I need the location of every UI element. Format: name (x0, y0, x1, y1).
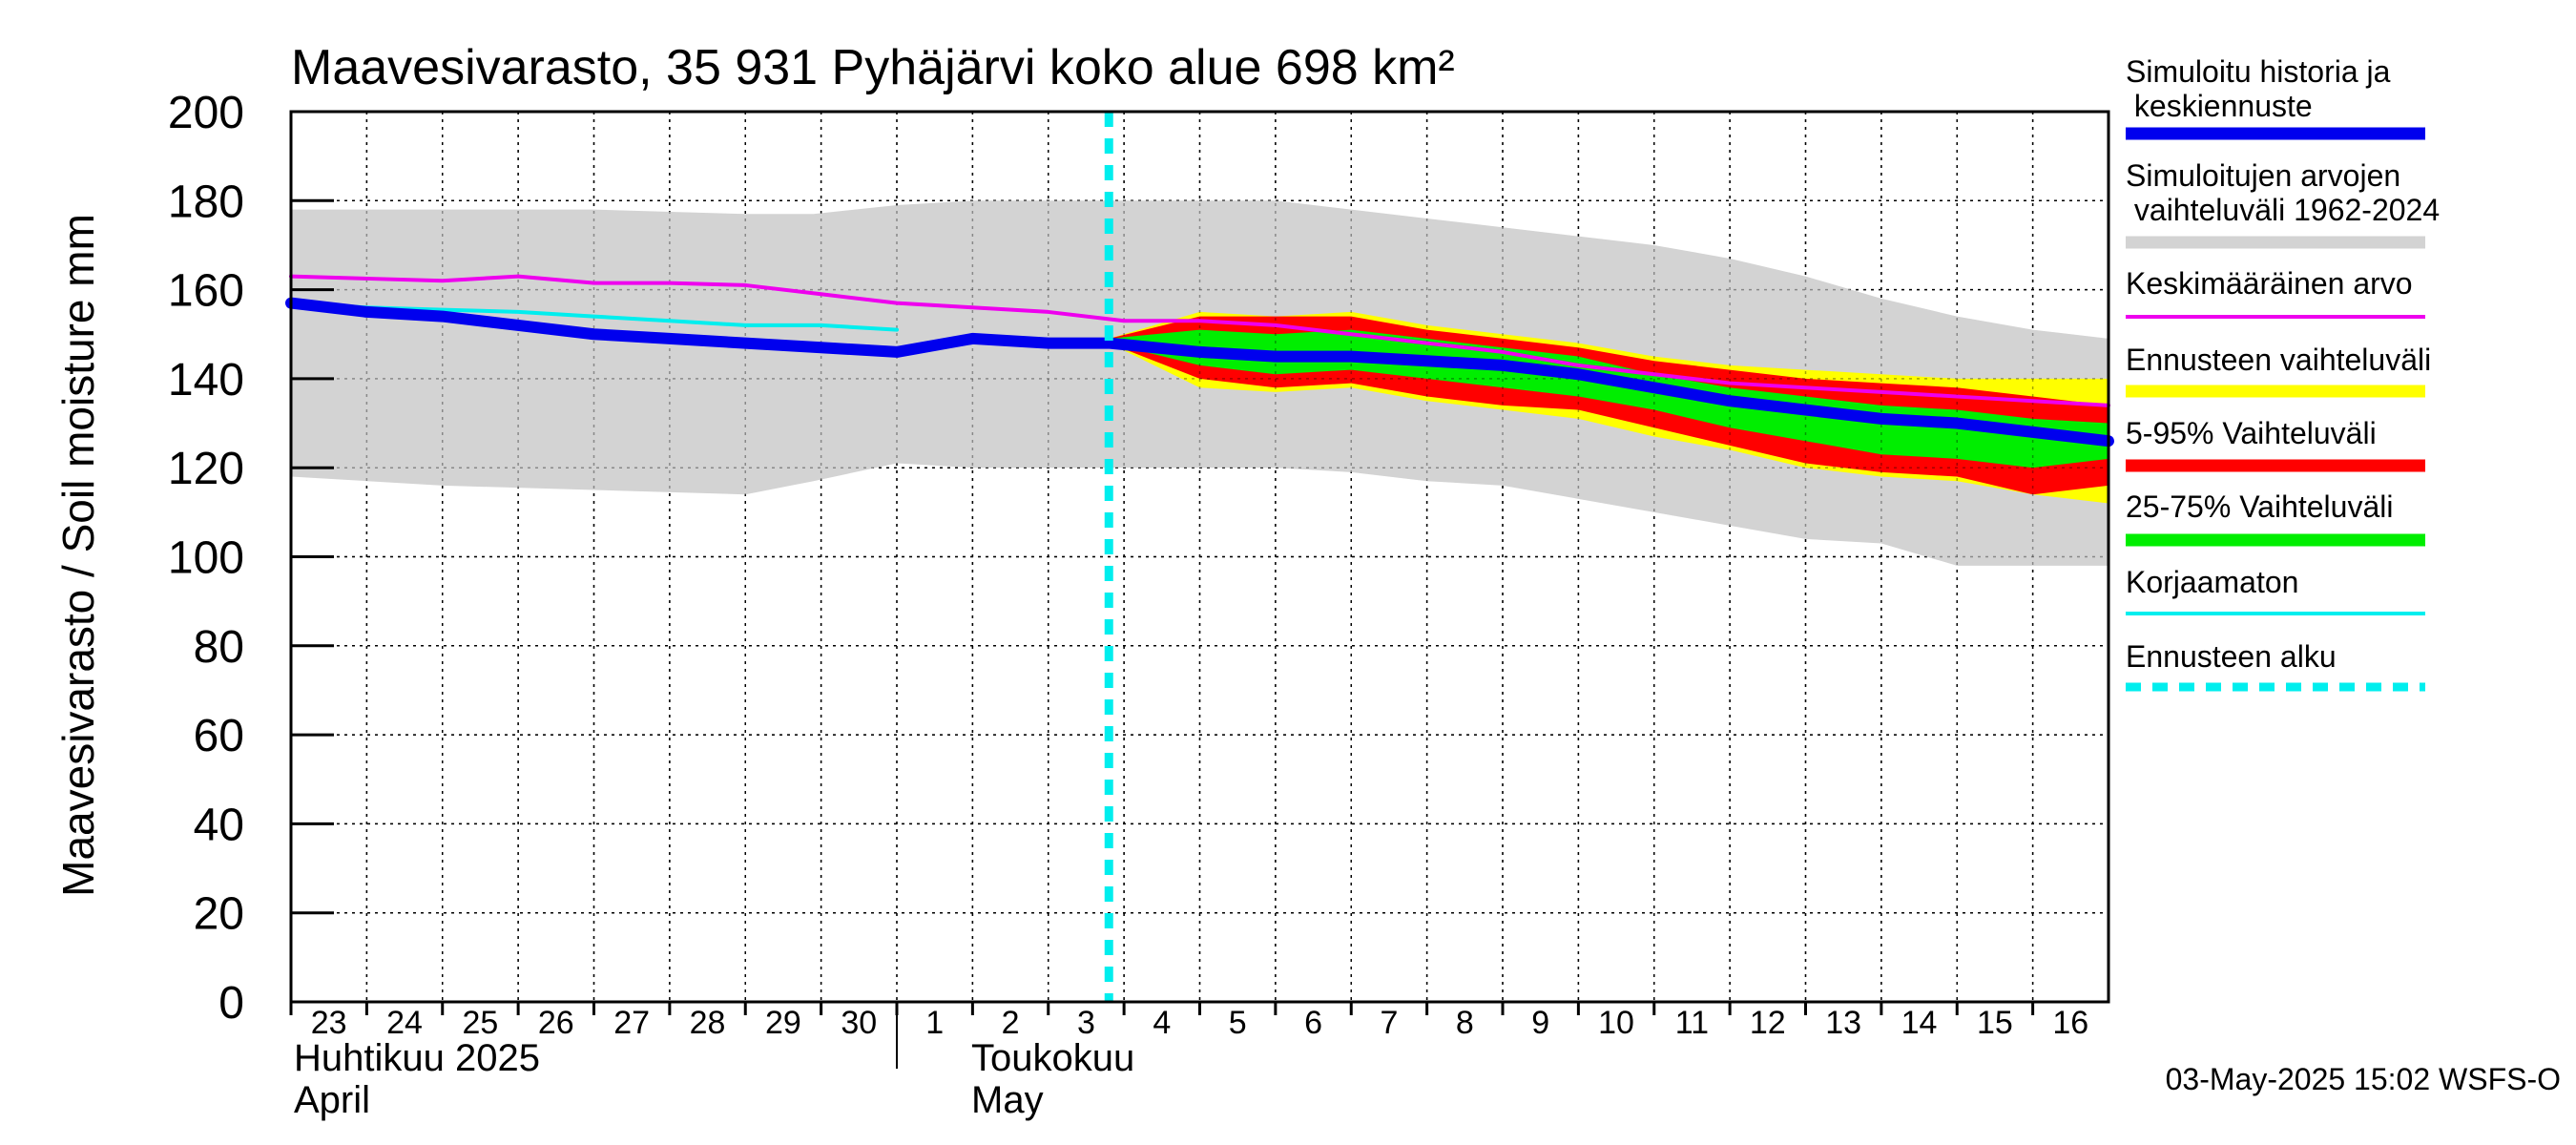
axes-layer (289, 110, 2110, 1069)
chart-title: Maavesivarasto, 35 931 Pyhäjärvi koko al… (291, 40, 1455, 95)
month-label-may-fi: Toukokuu (971, 1037, 1134, 1079)
legend: Simuloitu historia ja keskiennuste Simulo… (2126, 54, 2440, 692)
y-tick-label: 80 (194, 622, 244, 673)
legend-label: Simuloitu historia ja keskiennuste (2126, 54, 2391, 123)
simulated-line (285, 297, 2114, 448)
x-tick-label: 1 (925, 1005, 944, 1041)
y-tick-label: 180 (168, 177, 244, 227)
y-tick-label: 120 (168, 444, 244, 494)
grid-overlay (291, 111, 2109, 1003)
p25-75-band (1109, 329, 2109, 468)
y-tick-label: 40 (194, 800, 244, 850)
x-tick-label: 24 (386, 1005, 423, 1041)
legend-label: 5-95% Vaihteluväli (2126, 416, 2377, 450)
legend-label: Ennusteen alku (2126, 639, 2337, 674)
x-tick-label: 28 (690, 1005, 726, 1041)
x-tick-label: 8 (1456, 1005, 1474, 1041)
x-tick-label: 4 (1153, 1005, 1171, 1041)
x-tick-label: 2 (1002, 1005, 1020, 1041)
x-tick-label: 12 (1750, 1005, 1786, 1041)
y-tick-label: 200 (168, 88, 244, 138)
y-tick-label: 20 (194, 889, 244, 940)
legend-label: Korjaamaton (2126, 565, 2298, 599)
x-tick-label: 30 (841, 1005, 877, 1041)
legend-label: Keskimääräinen arvo (2126, 266, 2413, 301)
x-tick-label: 9 (1531, 1005, 1549, 1041)
x-tick-label: 13 (1825, 1005, 1861, 1041)
x-tick-label: 11 (1675, 1005, 1709, 1041)
legend-label: Simuloitujen arvojen vaihteluväli 1962-2… (2126, 158, 2440, 227)
x-tick-label: 27 (613, 1005, 650, 1041)
x-tick-label: 3 (1077, 1005, 1095, 1041)
y-tick-label: 140 (168, 355, 244, 406)
month-label-may-en: May (971, 1079, 1044, 1121)
x-tick-labels: 23 24 25 26 27 28 29 30 1 2 3 4 5 6 7 8 9 10 11 12 13 14 15 16 (311, 1005, 2088, 1041)
y-tick-labels: 0 20 40 60 80 100 120 140 160 180 200 (168, 88, 244, 1029)
month-label-april-en: April (294, 1079, 370, 1121)
x-tick-label: 7 (1380, 1005, 1398, 1041)
x-tick-label: 26 (538, 1005, 574, 1041)
x-tick-label: 16 (2052, 1005, 2088, 1041)
legend-label: Ennusteen vaihteluväli (2126, 343, 2431, 377)
lines-layer (285, 112, 2114, 1002)
x-tick-label: 14 (1901, 1005, 1938, 1041)
footer-timestamp: 03-May-2025 15:02 WSFS-O (2166, 1062, 2561, 1096)
legend-label: 25-75% Vaihteluväli (2126, 489, 2393, 524)
x-tick-label: 5 (1229, 1005, 1247, 1041)
x-tick-label: 6 (1304, 1005, 1322, 1041)
y-tick-label: 0 (218, 978, 244, 1029)
y-axis-label: Maavesivarasto / Soil moisture mm (53, 214, 103, 897)
x-tick-label: 25 (463, 1005, 499, 1041)
y-tick-label: 100 (168, 533, 244, 584)
y-tick-label: 160 (168, 266, 244, 317)
x-tick-label: 10 (1598, 1005, 1634, 1041)
mean-line (289, 274, 2110, 407)
x-tick-label: 15 (1977, 1005, 2013, 1041)
x-tick-label: 29 (765, 1005, 801, 1041)
month-label-april-fi: Huhtikuu 2025 (294, 1037, 540, 1079)
x-tick-label: 23 (311, 1005, 347, 1041)
y-tick-label: 60 (194, 711, 244, 761)
